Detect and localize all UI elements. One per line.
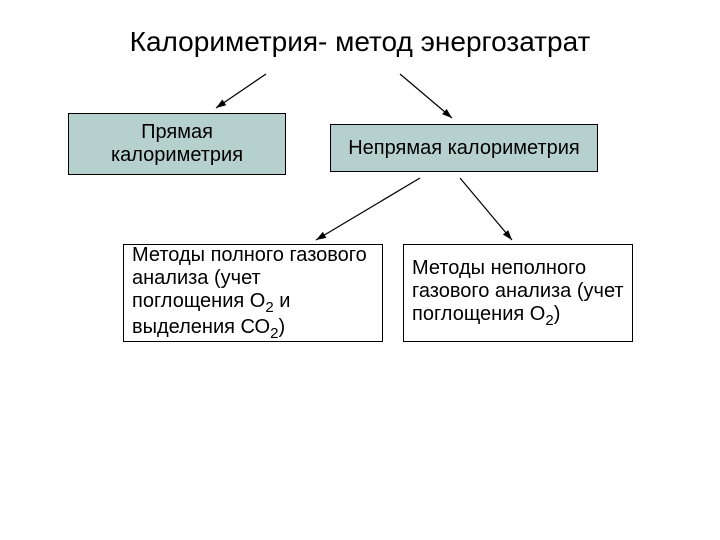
node-label: Методы полного газового анализа (учет по… — [132, 244, 374, 342]
node-full-gas-analysis: Методы полного газового анализа (учет по… — [123, 244, 383, 342]
diagram-title: Калориметрия- метод энергозатрат — [95, 26, 625, 66]
diagram-canvas: Калориметрия- метод энергозатрат Прямая … — [0, 0, 720, 540]
node-indirect-calorimetry: Непрямая калориметрия — [330, 124, 598, 172]
node-direct-calorimetry: Прямая калориметрия — [68, 113, 286, 175]
node-label: Прямая калориметрия — [77, 121, 277, 167]
node-label: Методы неполного газового анализа (учет … — [412, 257, 624, 329]
node-label: Непрямая калориметрия — [339, 137, 589, 160]
node-partial-gas-analysis: Методы неполного газового анализа (учет … — [403, 244, 633, 342]
